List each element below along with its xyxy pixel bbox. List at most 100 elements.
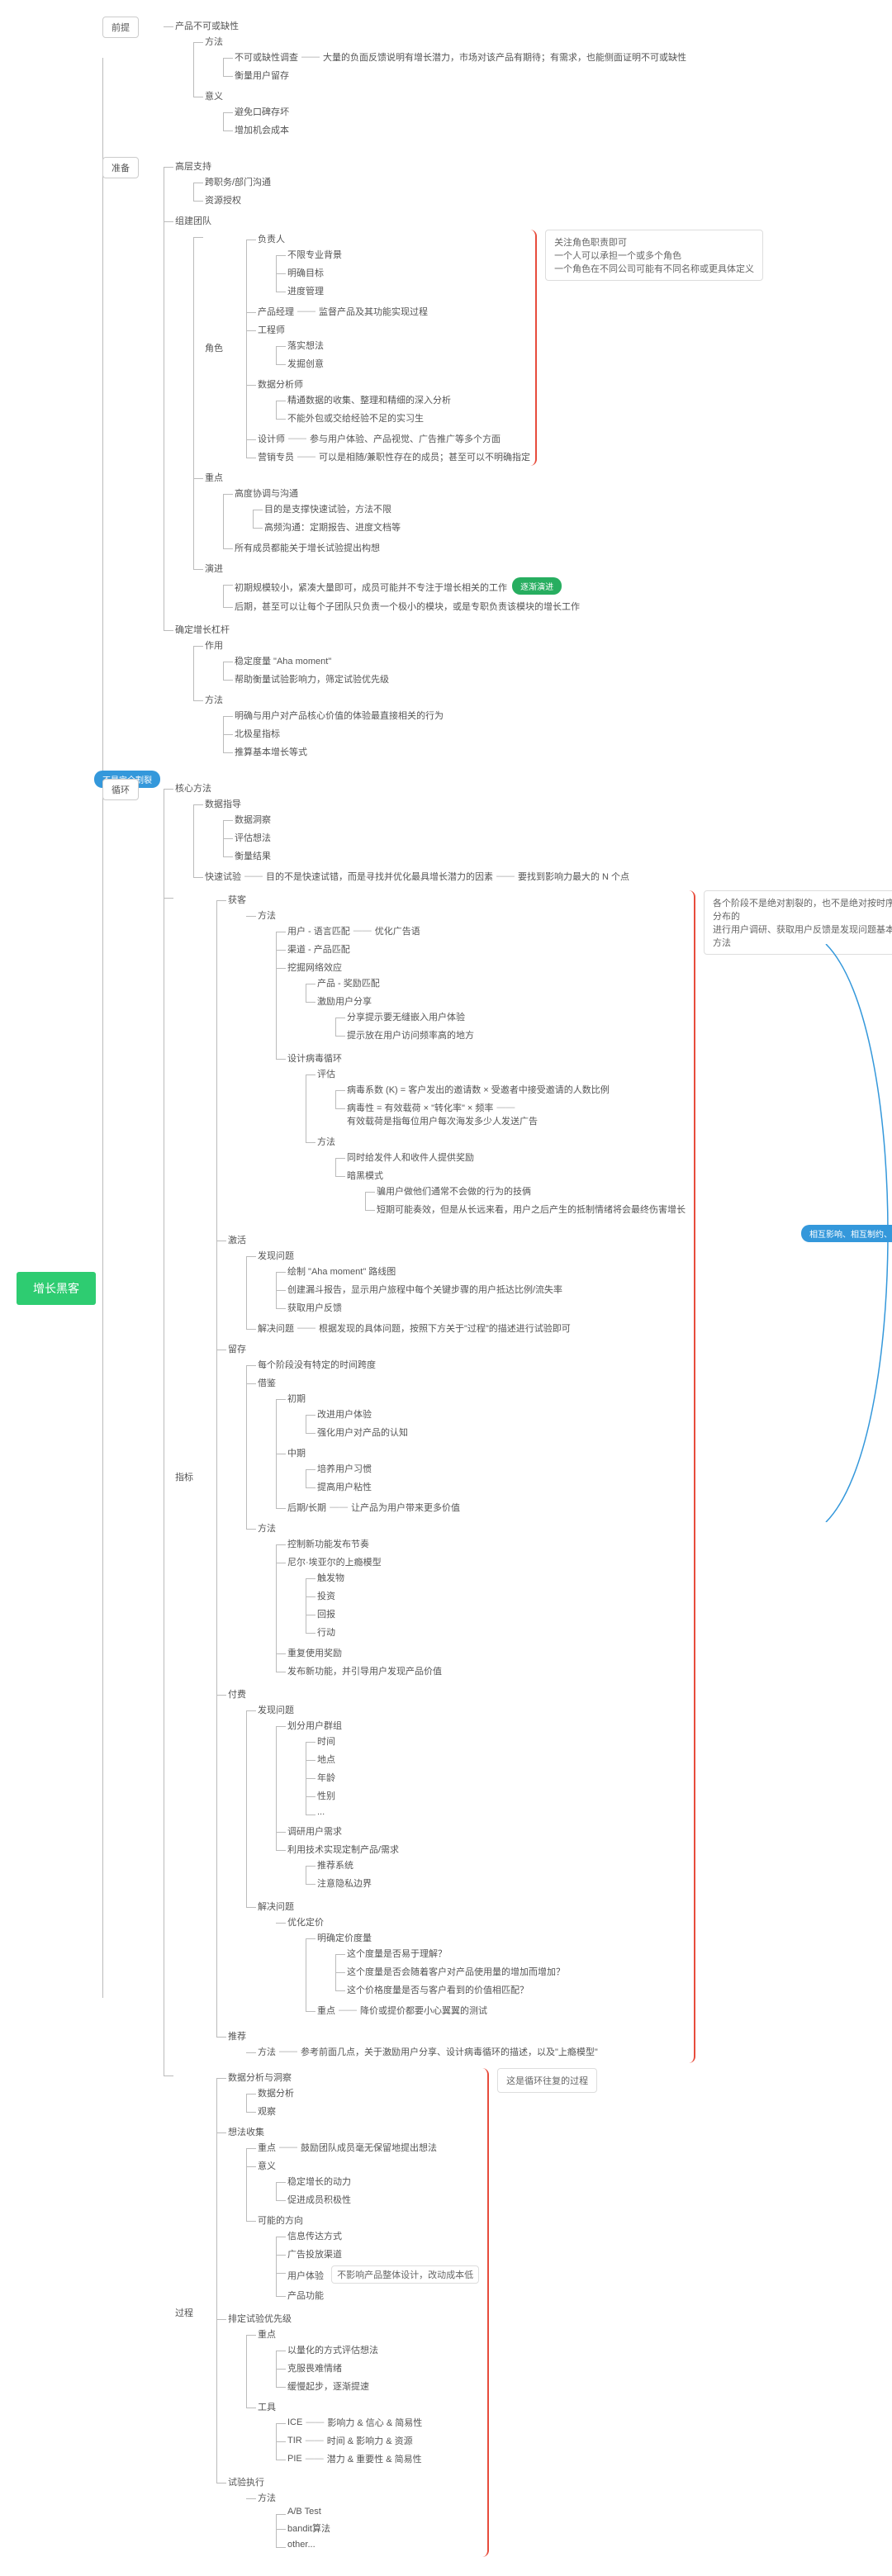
leaf: 年龄 bbox=[317, 1773, 335, 1783]
leaf: 改进用户体验 bbox=[317, 1410, 372, 1420]
leaf: ICE bbox=[287, 2417, 302, 2427]
leaf: 渠道 - 产品匹配 bbox=[287, 945, 350, 955]
note-phases: 各个阶段不是绝对割裂的，也不是绝对按时序分布的 进行用户调研、获取用户反馈是发现… bbox=[704, 890, 892, 955]
leaf: 工具 bbox=[258, 2403, 276, 2412]
leaf: 进度管理 bbox=[287, 287, 324, 297]
leaf: 设计师 bbox=[258, 434, 285, 444]
leaf: 触发物 bbox=[317, 1573, 344, 1583]
leaf: 数据分析师 bbox=[258, 380, 303, 390]
leaf: 组建团队 bbox=[175, 216, 211, 226]
leaf: 方法 bbox=[258, 911, 276, 921]
leaf: 骗用户做他们通常不会做的行为的技俩 bbox=[377, 1187, 531, 1197]
leaf: 推荐系统 bbox=[317, 1861, 353, 1871]
leaf: 中期 bbox=[287, 1449, 306, 1459]
leaf: 可能的方向 bbox=[258, 2216, 303, 2226]
leaf: 核心方法 bbox=[175, 784, 211, 794]
leaf: 重点 bbox=[258, 2330, 276, 2340]
leaf: 付费 bbox=[228, 1690, 246, 1700]
leaf: 后期/长期 bbox=[287, 1503, 326, 1513]
leaf: 初期 bbox=[287, 1394, 306, 1404]
leaf: 方法 bbox=[205, 37, 223, 47]
leaf: 提高用户粘性 bbox=[317, 1483, 372, 1492]
leaf: PIE bbox=[287, 2454, 302, 2464]
node-loop[interactable]: 循环 bbox=[102, 779, 139, 800]
leaf: 评估 bbox=[317, 1070, 335, 1079]
leaf: 病毒系数 (K) = 客户发出的邀请数 × 受邀者中接受邀请的人数比例 bbox=[347, 1085, 610, 1095]
leaf: 用户体验 bbox=[287, 2271, 324, 2281]
leaf: 信息传达方式 bbox=[287, 2232, 342, 2242]
leaf: 这个价格度量是否与客户看到的价值相匹配？ bbox=[347, 1985, 529, 1995]
leaf: 留存 bbox=[228, 1345, 246, 1354]
leaf: 帮助衡量试验影响力，筛定试验优先级 bbox=[235, 675, 389, 685]
leaf: 用户 - 语言匹配 bbox=[287, 927, 350, 937]
leaf: 想法收集 bbox=[228, 2128, 264, 2137]
leaf: 地点 bbox=[317, 1755, 335, 1765]
leaf: TIR bbox=[287, 2436, 302, 2446]
leaf: 跨职务/部门沟通 bbox=[205, 178, 271, 187]
leaf: 重点 bbox=[317, 2006, 335, 2016]
pill-evolve: 逐渐演进 bbox=[512, 577, 562, 595]
leaf: 工程师 bbox=[258, 325, 285, 335]
leaf: 数据洞察 bbox=[235, 815, 271, 825]
leaf: 演进 bbox=[205, 564, 223, 574]
leaf: 解决问题 bbox=[258, 1902, 294, 1912]
leaf: 推算基本增长等式 bbox=[235, 747, 307, 757]
leaf: 借鉴 bbox=[258, 1378, 276, 1388]
leaf: 明确定价度量 bbox=[317, 1933, 372, 1943]
leaf: 创建漏斗报告，显示用户旅程中每个关键步骤的用户抵达比例/流失率 bbox=[287, 1285, 562, 1295]
leaf: 衡量结果 bbox=[235, 852, 271, 861]
node-premise[interactable]: 前提 bbox=[102, 17, 139, 38]
leaf: 作用 bbox=[205, 641, 223, 651]
note-loop: 这是循环往复的过程 bbox=[497, 2068, 597, 2093]
root-node[interactable]: 增长黑客 bbox=[17, 1272, 96, 1305]
leaf: 划分用户群组 bbox=[287, 1721, 342, 1731]
leaf: 确定增长杠杆 bbox=[175, 625, 230, 635]
leaf: 优化定价 bbox=[287, 1918, 324, 1928]
leaf: 时间 bbox=[317, 1737, 335, 1747]
leaf: 过程 bbox=[175, 2306, 198, 2319]
leaf: 方法 bbox=[258, 1524, 276, 1534]
node-prepare[interactable]: 准备 bbox=[102, 157, 139, 178]
leaf: 指标 bbox=[175, 1470, 198, 1483]
leaf: 利用技术实现定制产品/需求 bbox=[287, 1845, 399, 1855]
leaf: 激励用户分享 bbox=[317, 997, 372, 1007]
leaf: 初期规模较小，紧凑大量即可，成员可能并不专注于增长相关的工作 bbox=[235, 583, 507, 593]
leaf: 不限专业背景 bbox=[287, 250, 342, 260]
leaf: 产品不可或缺性 bbox=[175, 21, 239, 31]
leaf: 稳定度量 "Aha moment" bbox=[235, 657, 331, 667]
leaf: 产品 - 奖励匹配 bbox=[317, 979, 380, 989]
leaf: 数据指导 bbox=[205, 799, 241, 809]
leaf: 重复使用奖励 bbox=[287, 1649, 342, 1658]
leaf: 试验执行 bbox=[228, 2478, 264, 2488]
leaf: 解决问题 bbox=[258, 1324, 294, 1334]
leaf: 分享提示要无缝嵌入用户体验 bbox=[347, 1013, 465, 1022]
leaf: 增加机会成本 bbox=[235, 126, 289, 135]
leaf: 资源授权 bbox=[205, 196, 241, 206]
leaf: 北极星指标 bbox=[235, 729, 280, 739]
leaf: 高层支持 bbox=[175, 162, 211, 172]
leaf: 落实想法 bbox=[287, 341, 324, 351]
leaf: 设计病毒循环 bbox=[287, 1054, 342, 1064]
leaf: 数据分析 bbox=[258, 2089, 294, 2099]
leaf: 性别 bbox=[317, 1791, 335, 1801]
leaf: 衡量用户留存 bbox=[235, 71, 289, 81]
note-ux: 不影响产品整体设计，改动成本低 bbox=[331, 2265, 479, 2284]
leaf: 发掘创意 bbox=[287, 359, 324, 369]
leaf: 广告投放渠道 bbox=[287, 2250, 342, 2260]
leaf: 明确目标 bbox=[287, 268, 324, 278]
leaf: 强化用户对产品的认知 bbox=[317, 1428, 408, 1438]
leaf: 行动 bbox=[317, 1628, 335, 1638]
leaf: 高频沟通：定期报告、进度文档等 bbox=[264, 523, 401, 533]
leaf: 后期，甚至可以让每个子团队只负责一个极小的模块，或是专职负责该模块的增长工作 bbox=[235, 602, 580, 612]
leaf: 发现问题 bbox=[258, 1251, 294, 1261]
leaf: 培养用户习惯 bbox=[317, 1464, 372, 1474]
leaf: 控制新功能发布节奏 bbox=[287, 1539, 369, 1549]
leaf: A/B Test bbox=[287, 2507, 321, 2517]
leaf: 绘制 "Aha moment" 路线图 bbox=[287, 1267, 396, 1277]
leaf: 病毒性 = 有效载荷 × "转化率" × 频率 bbox=[347, 1103, 493, 1113]
leaf: 重点 bbox=[205, 473, 223, 483]
leaf: 挖掘网络效应 bbox=[287, 963, 342, 973]
mindmap-root-container: 增长黑客 前提 产品不可或缺性 方法 不可或缺性调查——大量的负面反馈说明有增长… bbox=[17, 17, 892, 2559]
leaf: 推荐 bbox=[228, 2032, 246, 2042]
leaf: 方法 bbox=[258, 2493, 276, 2503]
